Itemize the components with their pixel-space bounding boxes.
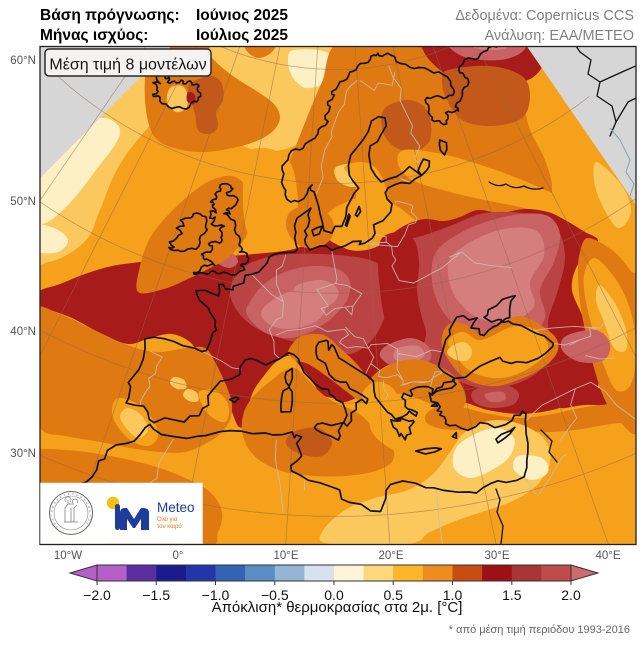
svg-text:30°E: 30°E xyxy=(484,550,509,562)
svg-text:40°E: 40°E xyxy=(595,550,620,562)
svg-text:Απόκλιση* θερμοκρασίας στα 2μ.: Απόκλιση* θερμοκρασίας στα 2μ. [°C] xyxy=(212,599,463,616)
svg-text:Σ: Σ xyxy=(60,495,62,499)
svg-text:Ιούνιος 2025: Ιούνιος 2025 xyxy=(196,7,288,24)
svg-text:Ο: Ο xyxy=(52,505,55,509)
svg-text:−2.0: −2.0 xyxy=(83,587,111,603)
svg-text:* από μέση τιμή περιόδου 1993-: * από μέση τιμή περιόδου 1993-2016 xyxy=(449,624,630,636)
svg-text:Π: Π xyxy=(88,505,91,509)
svg-text:Βάση πρόγνωσης:: Βάση πρόγνωσης: xyxy=(40,7,180,24)
svg-text:60°N: 60°N xyxy=(10,55,36,67)
svg-text:Ιούλιος 2025: Ιούλιος 2025 xyxy=(196,27,288,44)
svg-text:0°: 0° xyxy=(173,550,184,562)
svg-text:Μήνας ισχύος:: Μήνας ισχύος: xyxy=(40,27,148,44)
svg-text:Δεδομένα: Copernicus CCS: Δεδομένα: Copernicus CCS xyxy=(455,8,634,24)
svg-text:Όλο για: Όλο για xyxy=(156,517,178,523)
svg-text:Α: Α xyxy=(56,498,59,502)
svg-text:τον καιρό: τον καιρό xyxy=(157,523,182,530)
svg-text:Ανάλυση: ΕΑΑ/ΜΕΤΕΟ: Ανάλυση: ΕΑΑ/ΜΕΤΕΟ xyxy=(484,28,634,44)
svg-text:Ε: Ε xyxy=(68,492,70,496)
svg-text:Σ: Σ xyxy=(80,495,82,499)
svg-text:Ν: Ν xyxy=(86,521,89,525)
svg-text:10°E: 10°E xyxy=(273,550,298,562)
svg-text:−0.5: −0.5 xyxy=(261,587,289,603)
svg-text:10°W: 10°W xyxy=(54,550,82,562)
svg-text:Ν: Ν xyxy=(52,518,55,522)
svg-text:50°N: 50°N xyxy=(10,196,36,208)
svg-text:Ι: Ι xyxy=(51,513,52,517)
svg-text:20°E: 20°E xyxy=(378,550,403,562)
svg-text:1.5: 1.5 xyxy=(502,587,522,603)
svg-text:Ι: Ι xyxy=(90,513,91,517)
svg-text:Ρ: Ρ xyxy=(72,492,74,496)
svg-text:Κ: Κ xyxy=(83,498,86,502)
svg-text:−1.5: −1.5 xyxy=(142,587,170,603)
svg-text:−1.0: −1.0 xyxy=(202,587,230,603)
svg-text:Ε: Ε xyxy=(56,525,58,529)
svg-text:Ν: Ν xyxy=(54,501,57,505)
svg-text:Ε: Ε xyxy=(89,509,91,513)
svg-text:Κ: Κ xyxy=(51,509,54,513)
svg-text:30°N: 30°N xyxy=(10,448,36,460)
svg-text:1.0: 1.0 xyxy=(443,587,463,603)
svg-text:40°N: 40°N xyxy=(10,326,36,338)
svg-text:Ο: Ο xyxy=(88,518,91,522)
svg-text:0.0: 0.0 xyxy=(324,587,344,603)
svg-text:Μέση τιμή 8 μοντέλων: Μέση τιμή 8 μοντέλων xyxy=(49,57,206,74)
svg-text:2.0: 2.0 xyxy=(561,587,581,603)
svg-text:Ο: Ο xyxy=(86,501,89,505)
svg-text:Meteo: Meteo xyxy=(157,500,195,515)
svg-text:Θ: Θ xyxy=(54,521,57,525)
svg-text:Τ: Τ xyxy=(64,493,66,497)
svg-text:Ο: Ο xyxy=(76,493,79,497)
svg-text:0.5: 0.5 xyxy=(383,587,403,603)
